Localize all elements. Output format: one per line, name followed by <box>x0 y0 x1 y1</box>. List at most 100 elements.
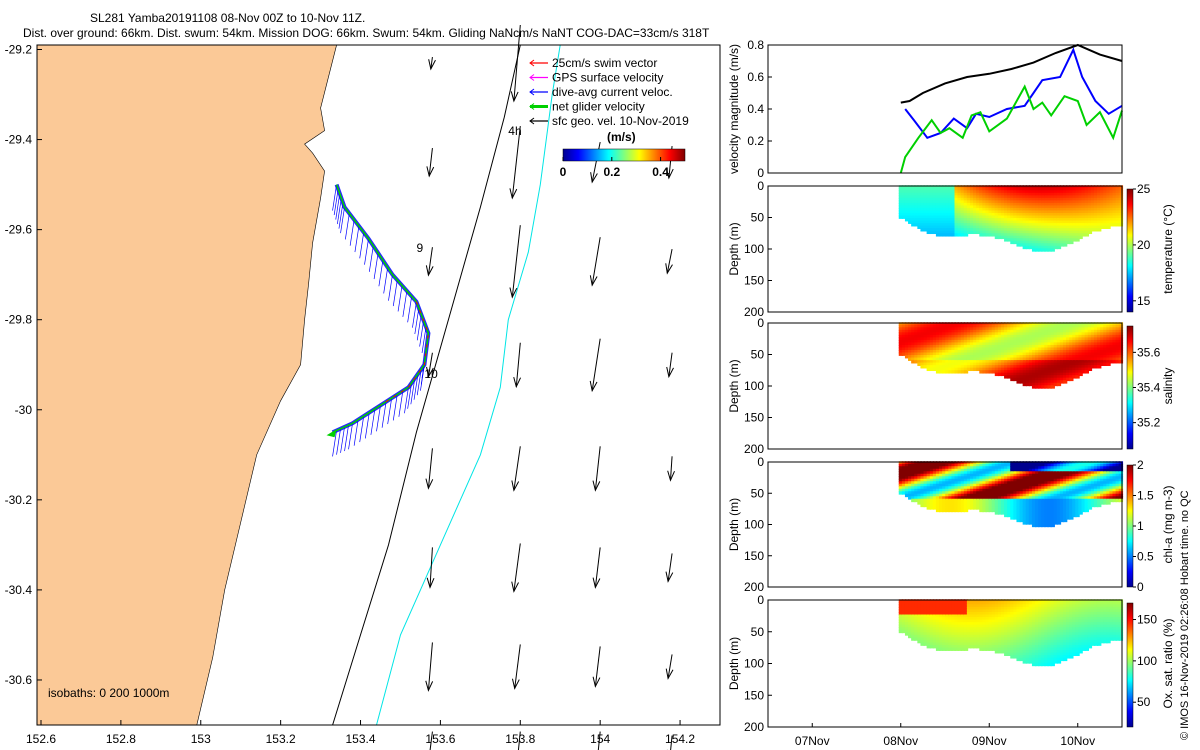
heatmap-cell <box>1066 329 1071 334</box>
heatmap-cell <box>1103 195 1108 199</box>
heatmap-cell <box>904 212 910 217</box>
heatmap-cell <box>1041 491 1046 495</box>
heatmap-cell <box>904 342 910 346</box>
heatmap-cell <box>1115 347 1120 351</box>
heatmap-cell <box>1072 197 1077 202</box>
heatmap-cell <box>994 207 1000 212</box>
heatmap-cell <box>954 503 959 508</box>
heatmap-cell <box>920 339 925 344</box>
heatmap-cell <box>939 601 944 606</box>
heatmap-cell <box>1035 225 1040 229</box>
heatmap-cell <box>914 609 919 613</box>
heatmap-cell <box>948 599 953 603</box>
heatmap-cell <box>1096 486 1102 490</box>
heatmap-cell <box>1084 334 1089 339</box>
heatmap-cell <box>1081 370 1086 374</box>
heatmap-cell <box>1106 190 1111 194</box>
heatmap-cell <box>1038 215 1043 219</box>
heatmap-cell <box>932 644 938 649</box>
map-y-tick-label: -30 <box>15 403 33 417</box>
heatmap-cell <box>1072 347 1077 351</box>
heatmap-cell <box>982 506 987 510</box>
heatmap-cell <box>1031 324 1037 329</box>
heatmap-cell <box>1004 471 1009 475</box>
heatmap-cell <box>973 223 978 227</box>
map-y-tick-label: -29.8 <box>5 313 33 327</box>
heatmap-cell <box>1025 352 1031 356</box>
heatmap-cell <box>1007 344 1012 349</box>
heatmap-cell <box>966 367 972 372</box>
heatmap-cell <box>985 360 990 364</box>
heatmap-cell <box>935 483 941 488</box>
heatmap-cell <box>929 463 935 468</box>
heatmap-cell <box>1081 347 1086 351</box>
heatmap-cell <box>1041 202 1046 207</box>
heatmap-cell <box>935 506 941 510</box>
heatmap-cell <box>1056 329 1062 334</box>
heatmap-cell <box>1004 463 1009 468</box>
heatmap-cell <box>1025 220 1031 224</box>
heatmap-cell <box>932 622 938 626</box>
heatmap-cell <box>1081 496 1086 500</box>
heatmap-cell <box>1072 468 1077 473</box>
heatmap-cell <box>932 185 938 189</box>
heatmap-cell <box>1066 228 1071 232</box>
heatmap-cell <box>1004 473 1009 478</box>
heatmap-cell <box>951 493 956 498</box>
heatmap-cell <box>1010 488 1015 493</box>
heatmap-cell <box>1044 385 1049 389</box>
heatmap-cell <box>1013 516 1018 520</box>
heatmap-cell <box>1031 385 1037 389</box>
heatmap-cell <box>1044 332 1049 336</box>
temperature-colorbar <box>1126 188 1134 313</box>
heatmap-cell <box>1053 230 1059 235</box>
heatmap-cell <box>979 337 984 341</box>
heatmap-cell <box>1038 375 1043 379</box>
heatmap-cell <box>991 187 997 192</box>
heatmap-cell <box>929 496 935 500</box>
heatmap-cell <box>1081 360 1086 364</box>
heatmap-cell <box>960 205 966 209</box>
heatmap-cell <box>1010 496 1015 500</box>
heatmap-cell <box>904 468 910 473</box>
heatmap-cell <box>1019 228 1024 232</box>
heatmap-cell <box>1044 521 1049 525</box>
heatmap-cell <box>923 611 928 616</box>
heatmap-cell <box>898 622 904 626</box>
heatmap-cell <box>951 349 956 354</box>
heatmap-cell <box>1019 367 1024 372</box>
heatmap-cell <box>1038 481 1043 485</box>
heatmap-cell <box>988 463 993 468</box>
heatmap-cell <box>1109 220 1114 224</box>
heatmap-cell <box>1050 202 1055 207</box>
heatmap-cell <box>960 508 966 513</box>
heatmap-cell <box>939 468 944 473</box>
heatmap-cell <box>1000 185 1006 189</box>
heatmap-cell <box>982 202 987 207</box>
heatmap-cell <box>1025 339 1031 344</box>
heatmap-cell <box>923 365 928 369</box>
heatmap-cell <box>991 468 997 473</box>
heatmap-cell <box>1047 380 1052 384</box>
heatmap-cell <box>1013 202 1018 207</box>
heatmap-cell <box>945 619 950 623</box>
heatmap-cell <box>1035 352 1040 356</box>
heatmap-cell <box>1066 185 1071 189</box>
heatmap-cell <box>1028 243 1034 247</box>
heatmap-cell <box>926 357 932 361</box>
heatmap-cell <box>1078 197 1083 202</box>
heatmap-cell <box>1087 228 1093 232</box>
heatmap-cell <box>945 212 950 217</box>
heatmap-cell <box>973 461 978 465</box>
heatmap-cell <box>960 473 966 478</box>
heatmap-cell <box>1056 506 1062 510</box>
heatmap-cell <box>917 604 922 608</box>
heatmap-cell <box>1044 365 1049 369</box>
heatmap-cell <box>942 629 947 634</box>
heatmap-cell <box>948 357 953 361</box>
heatmap-cell <box>1087 190 1093 194</box>
heatmap-cell <box>1000 233 1006 237</box>
heatmap-cell <box>1109 357 1114 361</box>
heatmap-cell <box>994 365 1000 369</box>
heatmap-cell <box>1056 491 1062 495</box>
